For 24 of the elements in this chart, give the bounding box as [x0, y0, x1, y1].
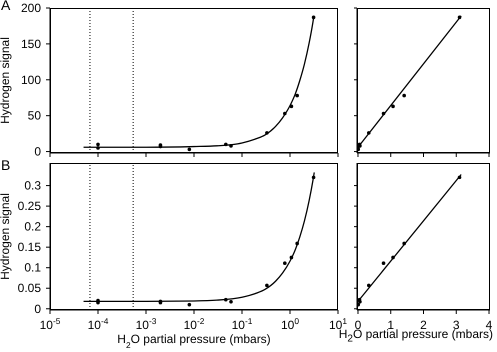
- y-tick-label: 100: [20, 72, 42, 87]
- y-tick-label: 0.2: [24, 220, 42, 234]
- y-tick-label: 0.05: [18, 281, 42, 296]
- x-tick-label: 10$^{-2}$: [184, 316, 205, 332]
- x-tick-label: 10$^{-5}$: [40, 316, 61, 332]
- x-tick-label: 10$^{0}$: [280, 316, 300, 332]
- y-tick-label: 0.15: [18, 240, 42, 254]
- y-tick-label: 0.1: [24, 260, 42, 275]
- y-axis-title: Hydrogen signal: [0, 37, 12, 124]
- y-tick-label: 0: [34, 302, 42, 316]
- y-tick-label: 0.25: [18, 199, 42, 214]
- text: A: [1, 0, 10, 13]
- y-tick-label: 150: [20, 36, 42, 51]
- y-tick-label: 0.3: [24, 178, 42, 193]
- y-axis-title: Hydrogen signal: [0, 193, 12, 280]
- y-tick-label: 0: [34, 144, 42, 159]
- y-tick-label: 200: [20, 1, 42, 15]
- x-tick-label: 10$^{-3}$: [136, 316, 157, 332]
- x-tick-label: 10$^{-1}$: [232, 316, 253, 332]
- x-axis-title: H$_{2}$O partial pressure (mbars): [117, 332, 271, 350]
- y-tick-label: 50: [28, 108, 42, 123]
- x-tick-label: 10$^{-4}$: [88, 316, 109, 332]
- text: B: [1, 157, 10, 173]
- x-tick-label: 2: [420, 318, 428, 332]
